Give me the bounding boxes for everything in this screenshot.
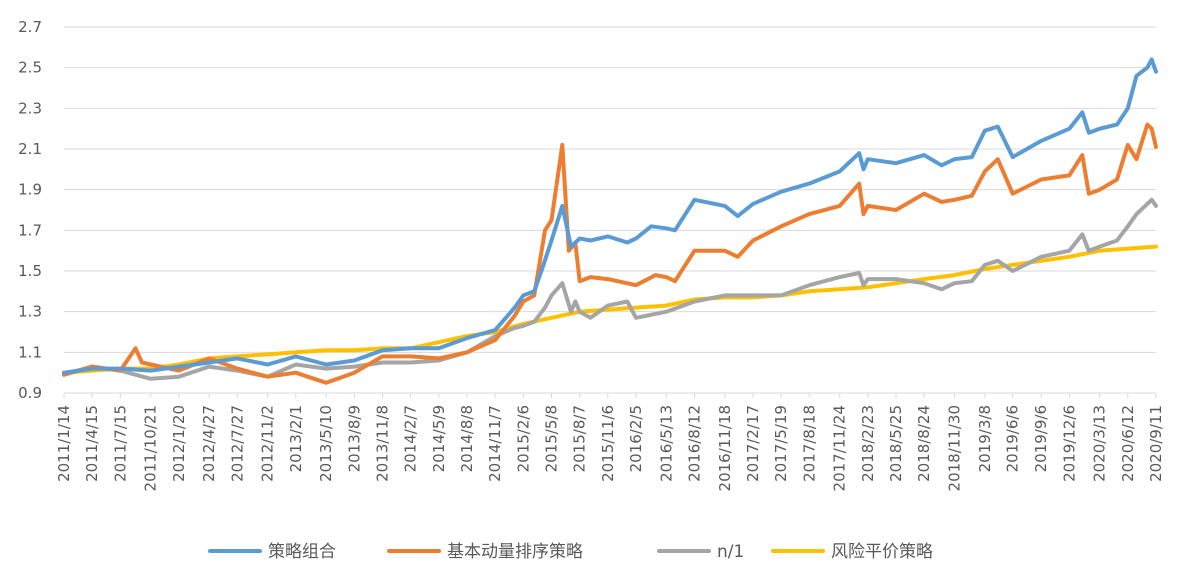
x-tick-label: 2015/11/6 <box>599 405 617 482</box>
x-tick-label: 2017/8/18 <box>800 405 818 482</box>
legend-label: 策略组合 <box>268 542 336 562</box>
y-tick-label: 2.1 <box>18 140 42 158</box>
x-tick-label: 2016/5/13 <box>657 405 675 482</box>
x-tick-label: 2017/11/24 <box>831 405 849 491</box>
x-tick-label: 2014/8/8 <box>458 405 476 472</box>
x-tick-label: 2017/5/19 <box>772 405 790 482</box>
x-tick-label: 2019/6/6 <box>1004 405 1022 472</box>
x-tick-label: 2020/6/12 <box>1119 405 1137 482</box>
legend-label: 风险平价策略 <box>831 542 933 562</box>
x-tick-label: 2017/2/17 <box>744 405 762 482</box>
legend: 策略组合 基本动量排序策略 n/1 风险平价策略 <box>208 542 933 562</box>
y-tick-label: 1.5 <box>18 262 42 280</box>
y-tick-label: 2.7 <box>18 18 42 36</box>
x-tick-label: 2014/2/7 <box>402 405 420 472</box>
x-tick-label: 2016/11/18 <box>716 405 734 491</box>
x-tick-label: 2011/7/15 <box>111 405 129 482</box>
y-tick-label: 1.7 <box>18 221 42 239</box>
x-tick-label: 2015/5/8 <box>543 405 561 472</box>
x-tick-label: 2014/5/9 <box>430 405 448 472</box>
x-tick-label: 2013/11/8 <box>374 405 392 482</box>
series-line-2 <box>62 122 1158 385</box>
x-tick-label: 2013/2/1 <box>287 405 305 472</box>
gridlines <box>64 26 1156 353</box>
x-tick-label: 2019/3/8 <box>976 405 994 472</box>
x-tick-label: 2012/11/2 <box>259 405 277 482</box>
x-tick-label: 2011/10/21 <box>142 405 160 491</box>
y-tick-label: 0.9 <box>18 384 42 402</box>
y-tick-label: 1.9 <box>18 181 42 199</box>
x-tick-label: 2016/2/5 <box>627 405 645 472</box>
x-tick-label: 2018/8/24 <box>915 405 933 482</box>
x-tick-label: 2014/11/7 <box>486 405 504 482</box>
x-tick-label: 2011/4/15 <box>83 405 101 482</box>
x-tick-label: 2013/8/9 <box>345 405 363 472</box>
x-tick-label: 2019/9/6 <box>1032 405 1050 472</box>
legend-label: 基本动量排序策略 <box>447 542 583 562</box>
y-tick-label: 1.1 <box>18 343 42 361</box>
y-axis: 0.9 1.1 1.3 1.5 1.7 1.9 2.1 2.3 2.5 2.7 <box>18 18 42 402</box>
x-tick-label: 2016/8/12 <box>686 405 704 482</box>
x-tick-label: 2018/11/30 <box>946 405 964 491</box>
x-tick-label: 2013/5/10 <box>317 405 335 482</box>
x-tick-label: 2015/8/7 <box>571 405 589 472</box>
x-tick-label: 2012/7/27 <box>228 405 246 482</box>
x-axis: 2011/1/14 2011/4/15 2011/7/15 2011/10/21 201… <box>55 392 1165 491</box>
x-tick-label: 2012/4/27 <box>200 405 218 482</box>
series-line-3 <box>62 197 1158 381</box>
x-tick-label: 2018/5/25 <box>887 405 905 482</box>
series-line-4 <box>62 244 1158 375</box>
x-tick-label: 2018/2/23 <box>859 405 877 482</box>
x-tick-label: 2015/2/6 <box>514 405 532 472</box>
series-lines <box>62 57 1158 385</box>
x-tick-label: 2011/1/14 <box>55 405 73 482</box>
y-tick-label: 2.5 <box>18 59 42 77</box>
series-line-1 <box>62 57 1158 375</box>
y-tick-label: 2.3 <box>18 99 42 117</box>
x-tick-label: 2020/9/11 <box>1147 405 1165 482</box>
x-tick-label: 2020/3/13 <box>1091 405 1109 482</box>
y-tick-label: 1.3 <box>18 303 42 321</box>
x-tick-label: 2012/1/20 <box>170 405 188 482</box>
legend-label: n/1 <box>717 542 744 562</box>
x-tick-label: 2019/12/6 <box>1060 405 1078 482</box>
